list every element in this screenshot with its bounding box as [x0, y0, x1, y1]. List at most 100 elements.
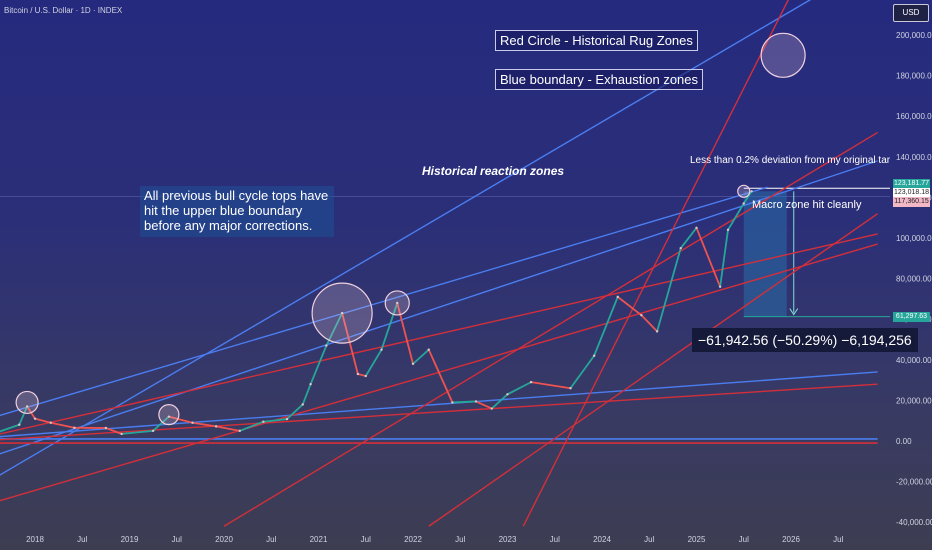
price-point	[742, 202, 745, 205]
price-segment	[742, 190, 753, 204]
price-point	[655, 330, 659, 333]
price-point	[506, 393, 509, 396]
rug-circle	[311, 282, 373, 344]
price-tag: 117,360.15	[893, 197, 930, 208]
price-point	[167, 415, 171, 418]
rug-circle	[760, 32, 806, 78]
x-tick-label: 2022	[404, 535, 422, 544]
y-tick-label: 80,000.00	[896, 275, 932, 284]
price-segment	[341, 312, 359, 375]
historical-reaction-label: Historical reaction zones	[422, 164, 565, 178]
x-tick-label: Jul	[550, 535, 560, 544]
price-segment	[656, 247, 682, 332]
price-segment	[0, 423, 20, 433]
measure-readout: −61,942.56 (−50.29%) −6,194,256	[692, 328, 918, 352]
x-tick-label: Jul	[172, 535, 182, 544]
x-tick-label: 2025	[688, 535, 706, 544]
trendline-blue-3	[0, 371, 878, 438]
price-tag: 123,181.77	[893, 179, 930, 190]
price-point	[309, 382, 312, 386]
deviation-note: Less than 0.2% deviation from my origina…	[690, 155, 890, 166]
price-segment	[695, 227, 721, 288]
price-point	[616, 295, 619, 299]
price-segment	[215, 425, 240, 432]
x-tick-label: Jul	[361, 535, 371, 544]
price-segment	[569, 355, 595, 389]
trendline-red-11	[522, 0, 789, 527]
y-tick-label: 20,000.00	[896, 396, 932, 405]
price-point	[25, 405, 29, 408]
trendline-red-6	[0, 243, 878, 502]
price-segment	[286, 403, 304, 420]
price-point	[592, 354, 596, 357]
currency-button[interactable]: USD	[893, 4, 929, 22]
price-segment	[168, 415, 193, 424]
x-tick-label: 2020	[215, 535, 233, 544]
macro-zone-label: Macro zone hit cleanly	[752, 199, 862, 211]
price-segment	[640, 314, 658, 333]
price-segment	[719, 229, 729, 287]
y-tick-label: 200,000.00	[896, 31, 932, 40]
price-point	[238, 429, 241, 433]
price-point	[679, 246, 682, 250]
y-tick-label: 0.00	[896, 437, 912, 446]
y-tick-label: 140,000.00	[896, 153, 932, 162]
symbol-title: Bitcoin / U.S. Dollar · 1D · INDEX	[4, 6, 123, 15]
price-segment	[50, 421, 75, 429]
x-tick-label: 2024	[593, 535, 611, 544]
price-point	[750, 190, 753, 193]
price-point	[191, 421, 194, 424]
price-segment	[380, 302, 399, 350]
price-segment	[239, 420, 264, 432]
x-tick-label: 2023	[499, 535, 517, 544]
trendline-red-10	[428, 213, 879, 527]
price-segment	[452, 400, 477, 404]
x-tick-label: 2026	[782, 535, 800, 544]
price-point	[396, 301, 399, 305]
price-point	[49, 421, 52, 424]
price-segment	[475, 400, 493, 410]
rug-circle	[737, 184, 751, 198]
rug-circle	[15, 390, 39, 415]
trendline-blue-2	[0, 160, 878, 455]
price-segment	[427, 349, 454, 403]
price-segment	[121, 429, 154, 435]
price-point	[490, 407, 493, 410]
measure-zone	[743, 191, 787, 317]
price-segment	[617, 296, 642, 316]
x-tick-label: Jul	[644, 535, 654, 544]
price-point	[364, 374, 367, 378]
price-point	[151, 429, 155, 433]
price-segment	[34, 417, 51, 424]
price-segment	[192, 421, 217, 428]
y-tick-label: 160,000.00	[896, 112, 932, 121]
price-point	[718, 285, 722, 288]
y-tick-label: 100,000.00	[896, 234, 932, 243]
x-tick-label: Jul	[739, 535, 749, 544]
price-point	[474, 400, 478, 403]
measure-arrowhead	[789, 308, 799, 316]
price-point	[640, 313, 643, 317]
price-point	[285, 417, 289, 421]
price-point	[451, 401, 454, 404]
price-tag: 123,018.18	[893, 188, 930, 199]
price-point	[427, 348, 430, 351]
red-circle-legend: Red Circle - Historical Rug Zones	[495, 30, 698, 51]
y-tick-label: 40,000.00	[896, 356, 932, 365]
trendline-red-5	[0, 233, 878, 435]
trendline-blue-0	[0, 186, 768, 417]
trendline-red-7	[0, 383, 878, 441]
price-segment	[309, 345, 328, 385]
price-point	[104, 426, 108, 430]
price-segment	[530, 381, 571, 390]
price-point	[214, 425, 218, 428]
price-segment	[727, 203, 745, 231]
price-point	[695, 226, 698, 230]
price-point	[356, 372, 360, 376]
price-segment	[593, 296, 619, 357]
x-tick-label: Jul	[77, 535, 87, 544]
bull-cycle-note: All previous bull cycle tops have hit th…	[140, 186, 335, 237]
price-point	[569, 387, 572, 390]
